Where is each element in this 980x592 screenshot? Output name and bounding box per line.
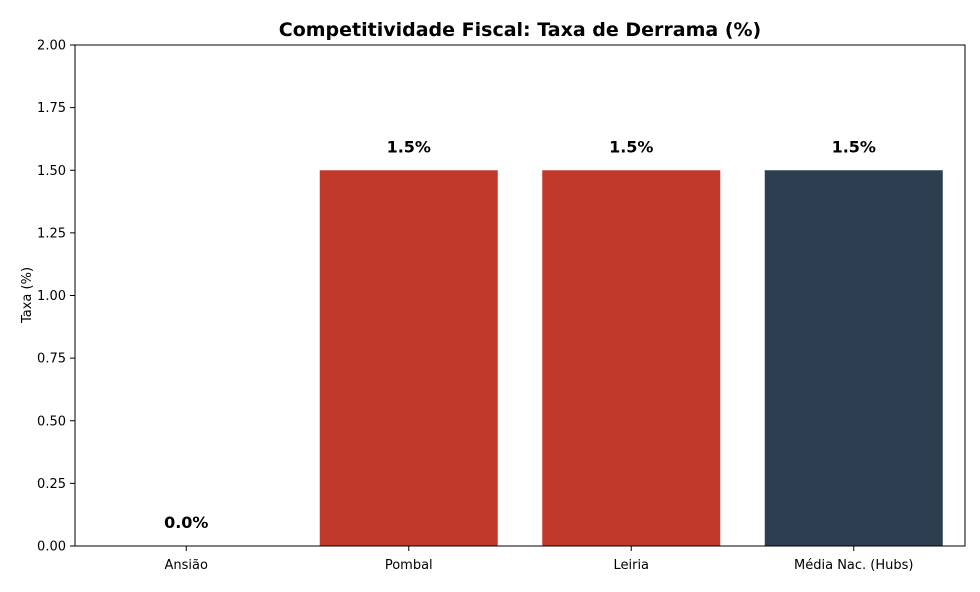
y-axis-label: Taxa (%) [20,267,35,324]
data-label-0: 0.0% [164,513,208,532]
x-tick-label-0: Ansião [165,558,208,573]
y-tick-label-2: 0.50 [37,414,66,429]
bar-1 [319,170,498,546]
y-tick-label-7: 1.75 [37,101,66,116]
y-tick-label-4: 1.00 [37,289,66,304]
y-tick-label-5: 1.25 [37,226,66,241]
y-tick-label-6: 1.50 [37,164,66,179]
y-axis-ticks: 0.00 0.25 0.50 0.75 1.00 1.25 1.50 1.75 2.00 [37,39,75,555]
y-tick-label-1: 0.25 [37,477,66,492]
chart-title: Competitividade Fiscal: Taxa de Derrama … [279,19,762,41]
data-label-2: 1.5% [609,137,653,156]
data-label-3: 1.5% [832,137,876,156]
bar-2 [542,170,721,546]
y-tick-label-8: 2.00 [37,39,66,54]
bar-3 [764,170,943,546]
bars [319,170,943,546]
plot-frame [74,44,966,547]
x-axis-ticks: Ansião Pombal Leiria Média Nac. (Hubs) [165,546,913,573]
x-tick-label-2: Leiria [613,558,649,573]
x-tick-label-3: Média Nac. (Hubs) [794,558,913,573]
data-labels: 0.0% 1.5% 1.5% 1.5% [164,137,876,532]
data-label-1: 1.5% [387,137,431,156]
x-tick-label-1: Pombal [385,558,433,573]
y-tick-label-3: 0.75 [37,352,66,367]
y-tick-label-0: 0.00 [37,540,66,555]
